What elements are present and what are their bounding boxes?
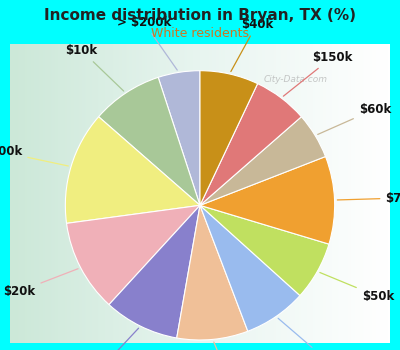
Text: $150k: $150k [283,51,352,96]
Text: > $200k: > $200k [116,16,177,70]
Text: $30k: $30k [214,342,250,350]
Wedge shape [200,117,326,205]
Text: $20k: $20k [4,269,78,298]
Wedge shape [99,77,200,205]
Wedge shape [65,117,200,223]
Text: White residents: White residents [151,27,249,40]
Wedge shape [66,205,200,304]
Wedge shape [158,71,200,205]
Text: Income distribution in Bryan, TX (%): Income distribution in Bryan, TX (%) [44,8,356,23]
Wedge shape [200,71,258,205]
Text: $125k: $125k [78,328,138,350]
Text: $10k: $10k [66,44,124,91]
Wedge shape [200,205,329,295]
Wedge shape [200,205,300,331]
Text: $75k: $75k [337,191,400,204]
Wedge shape [177,205,248,340]
Text: $50k: $50k [320,273,394,303]
Wedge shape [200,84,301,205]
Text: City-Data.com: City-Data.com [264,75,328,84]
Text: $60k: $60k [318,103,391,134]
Text: $100k: $100k [0,146,68,166]
Text: $200k: $200k [278,318,345,350]
Text: $40k: $40k [231,18,273,71]
Wedge shape [109,205,200,338]
Wedge shape [200,156,335,244]
